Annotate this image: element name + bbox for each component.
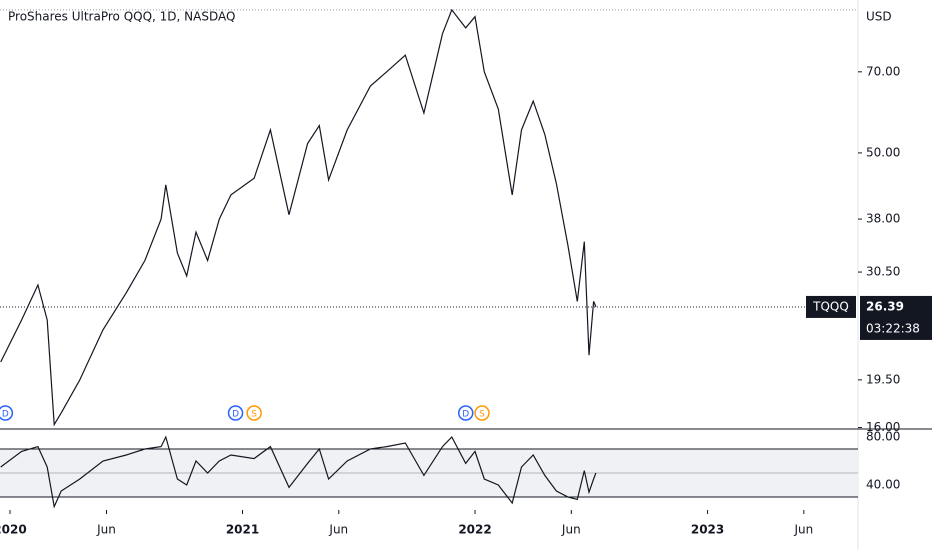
event-label: D [232, 410, 239, 420]
event-marker [246, 405, 262, 421]
x-tick-label: 2022 [458, 523, 491, 537]
x-tick-label: 2020 [0, 523, 27, 537]
event-label: S [251, 410, 257, 420]
last-price-label: 26.39 [866, 299, 904, 313]
event-marker [0, 405, 14, 421]
event-marker [227, 405, 244, 421]
x-tick-label: Jun [793, 523, 813, 537]
event-label: D [462, 410, 469, 420]
event-label: S [479, 410, 485, 420]
symbol-label: TQQQ [812, 299, 849, 313]
x-tick-label: 2023 [691, 523, 724, 537]
x-tick-label: Jun [328, 523, 348, 537]
symbol-tag [806, 295, 856, 318]
price-line [0, 8, 597, 427]
x-tick-label: 2021 [226, 523, 259, 537]
rsi-line [0, 435, 597, 509]
y-tick-label: 50.00 [866, 145, 900, 159]
y-tick-label: 38.00 [866, 212, 900, 226]
y-unit: USD [866, 10, 892, 24]
event-marker [474, 405, 490, 421]
rsi-tick-label: 80.00 [866, 429, 900, 443]
event-marker [457, 405, 474, 421]
event-label: D [2, 410, 9, 420]
countdown-label: 03:22:38 [866, 321, 920, 335]
chart-title: ProShares UltraPro QQQ, 1D, NASDAQ [8, 10, 235, 24]
x-tick-label: Jun [96, 523, 116, 537]
y-tick-label: 19.50 [866, 372, 900, 386]
x-tick-label: Jun [561, 523, 581, 537]
y-tick-label: 70.00 [866, 64, 900, 78]
price-tag [860, 295, 932, 340]
y-tick-label: 30.50 [866, 265, 900, 279]
rsi-tick-label: 40.00 [866, 478, 900, 492]
y-tick-label: 16.00 [866, 420, 900, 434]
